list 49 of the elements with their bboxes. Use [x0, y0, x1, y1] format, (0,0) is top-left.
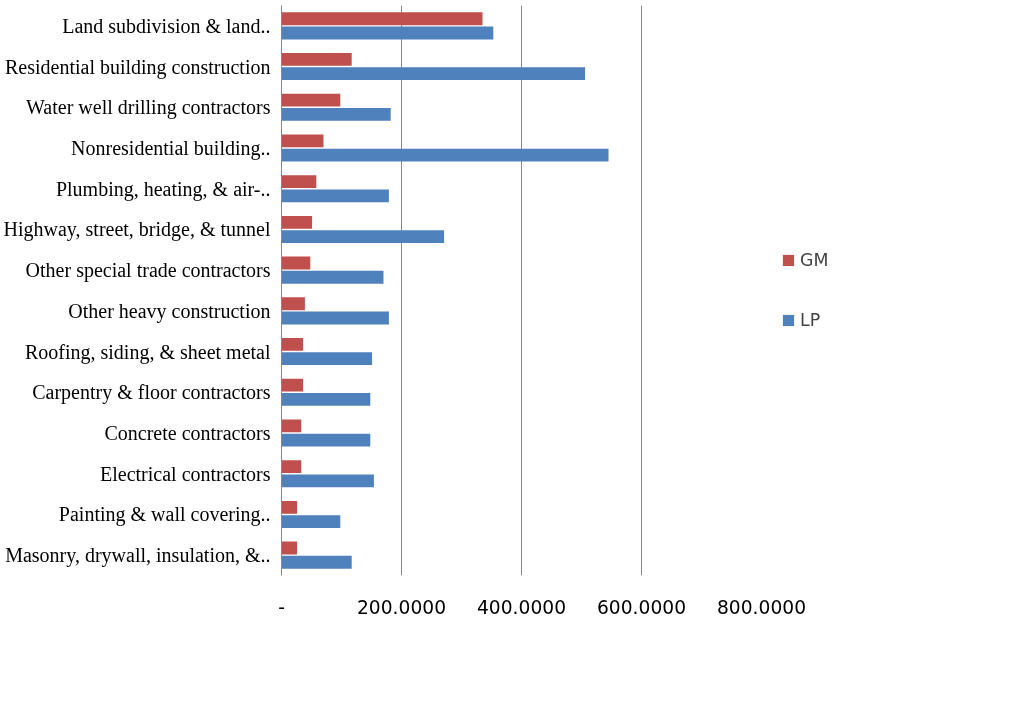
bar — [281, 419, 302, 433]
bar — [281, 26, 494, 40]
x-tick-label: - — [278, 596, 285, 618]
y-tick-label: Other special trade contractors — [25, 259, 271, 283]
bar — [281, 378, 304, 392]
y-tick-label: Highway, street, bridge, & tunnel — [3, 218, 271, 242]
x-tick-label: 200.0000 — [356, 596, 447, 618]
bar — [281, 515, 341, 528]
bar — [281, 148, 609, 162]
bar — [281, 393, 371, 406]
bar — [281, 270, 384, 284]
bar — [281, 93, 341, 107]
y-tick-label: Water well drilling contractors — [26, 96, 271, 120]
y-tick-label: Plumbing, heating, & air-.. — [55, 177, 271, 201]
bar — [281, 338, 304, 351]
x-tick-label: 600.0000 — [596, 596, 687, 618]
bar — [281, 541, 298, 555]
bar — [281, 134, 324, 148]
y-tick-label: Roofing, siding, & sheet metal — [24, 340, 271, 364]
bar — [281, 433, 371, 447]
bar — [281, 230, 445, 243]
legend-label: GM — [800, 250, 829, 270]
y-tick-label: Painting & wall covering.. — [58, 503, 271, 527]
bar — [281, 108, 391, 121]
bar — [281, 311, 389, 325]
bar — [281, 12, 483, 26]
bar — [281, 256, 311, 270]
x-tick-label: 800.0000 — [716, 596, 807, 618]
bar — [281, 352, 373, 366]
bar — [281, 215, 313, 229]
y-tick-label: Masonry, drywall, insulation, &.. — [5, 544, 271, 568]
bar — [281, 500, 298, 514]
y-tick-label: Other heavy construction — [68, 299, 271, 323]
x-tick-label: 400.0000 — [476, 596, 567, 618]
y-tick-label: Electrical contractors — [100, 462, 271, 485]
bar — [281, 175, 317, 188]
y-tick-label: Concrete contractors — [104, 422, 271, 444]
bar — [281, 460, 302, 473]
legend-label: LP — [800, 310, 821, 330]
bar — [281, 474, 374, 488]
bar — [281, 555, 352, 569]
y-tick-label: Residential building construction — [4, 55, 271, 79]
bar — [281, 189, 389, 203]
bar — [281, 53, 352, 66]
bar — [281, 297, 305, 311]
bar — [281, 67, 586, 81]
y-tick-label: Land subdivision & land.. — [62, 14, 271, 37]
y-tick-label: Carpentry & floor contractors — [32, 381, 271, 405]
y-tick-label: Nonresidential building.. — [71, 137, 271, 160]
